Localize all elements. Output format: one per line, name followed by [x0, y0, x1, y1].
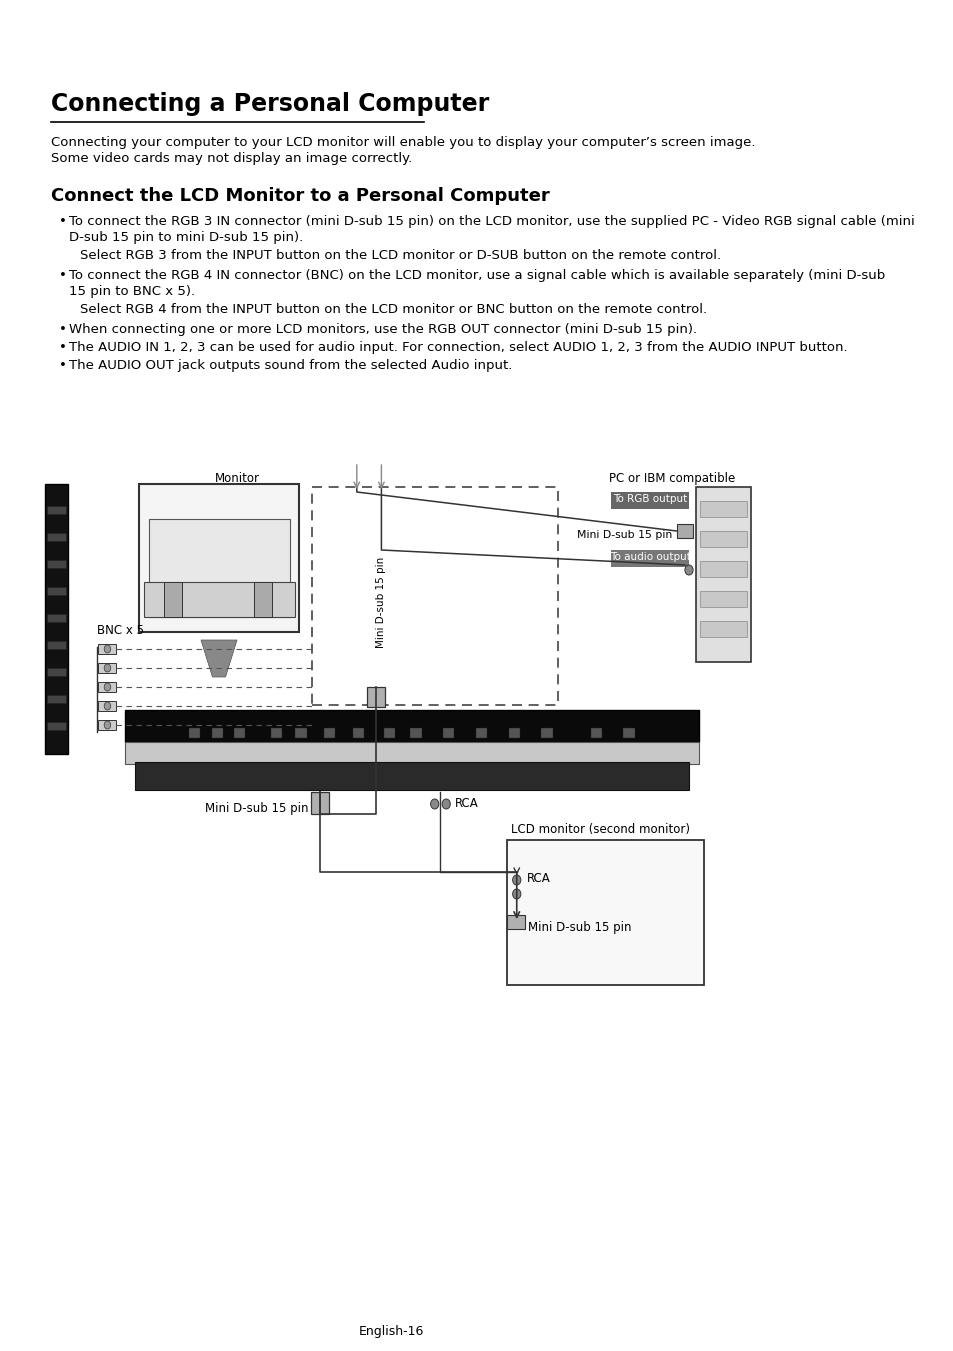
- Text: •: •: [59, 359, 67, 372]
- Bar: [212, 728, 223, 738]
- Text: Mini D-sub 15 pin: Mini D-sub 15 pin: [205, 802, 308, 815]
- Bar: [189, 728, 200, 738]
- Polygon shape: [201, 640, 236, 677]
- Bar: [125, 711, 699, 742]
- Bar: [47, 586, 67, 594]
- Bar: [383, 728, 395, 738]
- Circle shape: [104, 644, 111, 653]
- Bar: [47, 694, 67, 703]
- Bar: [164, 582, 182, 617]
- Circle shape: [441, 798, 450, 809]
- Bar: [699, 561, 746, 577]
- Text: RCA: RCA: [454, 797, 477, 811]
- Text: To RGB output: To RGB output: [612, 494, 686, 504]
- Bar: [508, 728, 519, 738]
- Text: LCD monitor (second monitor): LCD monitor (second monitor): [511, 823, 689, 836]
- Bar: [442, 728, 454, 738]
- Text: English-16: English-16: [358, 1325, 423, 1337]
- Bar: [295, 728, 307, 738]
- Text: The AUDIO IN 1, 2, 3 can be used for audio input. For connection, select AUDIO 1: The AUDIO IN 1, 2, 3 can be used for aud…: [69, 340, 846, 354]
- Circle shape: [512, 875, 520, 885]
- Bar: [98, 682, 116, 692]
- Circle shape: [512, 889, 520, 898]
- Bar: [47, 721, 67, 730]
- Bar: [611, 492, 688, 509]
- Bar: [143, 582, 295, 617]
- Text: When connecting one or more LCD monitors, use the RGB OUT connector (mini D-sub : When connecting one or more LCD monitors…: [69, 323, 697, 336]
- Text: The AUDIO OUT jack outputs sound from the selected Audio input.: The AUDIO OUT jack outputs sound from th…: [69, 359, 512, 372]
- Text: D-sub 15 pin to mini D-sub 15 pin).: D-sub 15 pin to mini D-sub 15 pin).: [69, 231, 303, 245]
- Bar: [47, 613, 67, 621]
- Bar: [45, 484, 68, 754]
- Circle shape: [104, 663, 111, 671]
- Bar: [366, 688, 384, 707]
- Bar: [47, 534, 67, 540]
- Bar: [506, 840, 703, 985]
- Bar: [125, 742, 699, 765]
- Text: Select RGB 4 from the INPUT button on the LCD monitor or BNC button on the remot: Select RGB 4 from the INPUT button on th…: [80, 303, 707, 316]
- Bar: [271, 728, 282, 738]
- Text: To connect the RGB 4 IN connector (BNC) on the LCD monitor, use a signal cable w: To connect the RGB 4 IN connector (BNC) …: [69, 269, 884, 282]
- Text: BNC x 5: BNC x 5: [96, 624, 144, 638]
- Text: Mini D-sub 15 pin: Mini D-sub 15 pin: [528, 921, 631, 934]
- Bar: [622, 728, 634, 738]
- Bar: [98, 720, 116, 730]
- Text: Connect the LCD Monitor to a Personal Computer: Connect the LCD Monitor to a Personal Co…: [51, 186, 549, 205]
- Bar: [311, 792, 329, 815]
- Bar: [410, 728, 421, 738]
- Bar: [695, 486, 751, 662]
- Bar: [540, 728, 552, 738]
- Circle shape: [104, 684, 111, 690]
- Circle shape: [430, 798, 438, 809]
- Bar: [47, 507, 67, 513]
- Circle shape: [104, 721, 111, 730]
- Bar: [47, 561, 67, 567]
- Text: PC or IBM compatible: PC or IBM compatible: [609, 471, 735, 485]
- Bar: [149, 519, 290, 617]
- Text: Connecting your computer to your LCD monitor will enable you to display your com: Connecting your computer to your LCD mon…: [51, 136, 755, 149]
- Bar: [47, 667, 67, 676]
- Text: •: •: [59, 340, 67, 354]
- Text: To connect the RGB 3 IN connector (mini D-sub 15 pin) on the LCD monitor, use th: To connect the RGB 3 IN connector (mini …: [69, 215, 914, 228]
- Text: Select RGB 3 from the INPUT button on the LCD monitor or D-SUB button on the rem: Select RGB 3 from the INPUT button on th…: [80, 249, 720, 262]
- Bar: [506, 915, 524, 929]
- Bar: [98, 701, 116, 711]
- Bar: [699, 501, 746, 517]
- Text: Some video cards may not display an image correctly.: Some video cards may not display an imag…: [51, 153, 412, 165]
- Text: Connecting a Personal Computer: Connecting a Personal Computer: [51, 92, 489, 116]
- Bar: [254, 582, 272, 617]
- Bar: [699, 531, 746, 547]
- Bar: [590, 728, 601, 738]
- Bar: [312, 486, 558, 705]
- Text: •: •: [59, 269, 67, 282]
- Bar: [134, 762, 688, 790]
- Text: Mini D-sub 15 pin: Mini D-sub 15 pin: [375, 557, 385, 647]
- Text: •: •: [59, 215, 67, 228]
- Bar: [98, 644, 116, 654]
- Bar: [47, 640, 67, 648]
- Text: Mini D-sub 15 pin: Mini D-sub 15 pin: [576, 530, 671, 540]
- Bar: [476, 728, 487, 738]
- Bar: [353, 728, 364, 738]
- Bar: [233, 728, 245, 738]
- Text: To audio output: To audio output: [609, 553, 690, 562]
- Bar: [139, 484, 299, 632]
- Text: RCA: RCA: [526, 871, 550, 885]
- Bar: [611, 550, 688, 567]
- Bar: [699, 590, 746, 607]
- Text: Monitor: Monitor: [215, 471, 260, 485]
- Text: 15 pin to BNC x 5).: 15 pin to BNC x 5).: [69, 285, 194, 299]
- Circle shape: [104, 703, 111, 711]
- Bar: [676, 524, 693, 538]
- Text: •: •: [59, 323, 67, 336]
- Bar: [324, 728, 335, 738]
- Bar: [699, 621, 746, 638]
- Circle shape: [684, 565, 693, 576]
- Bar: [98, 663, 116, 673]
